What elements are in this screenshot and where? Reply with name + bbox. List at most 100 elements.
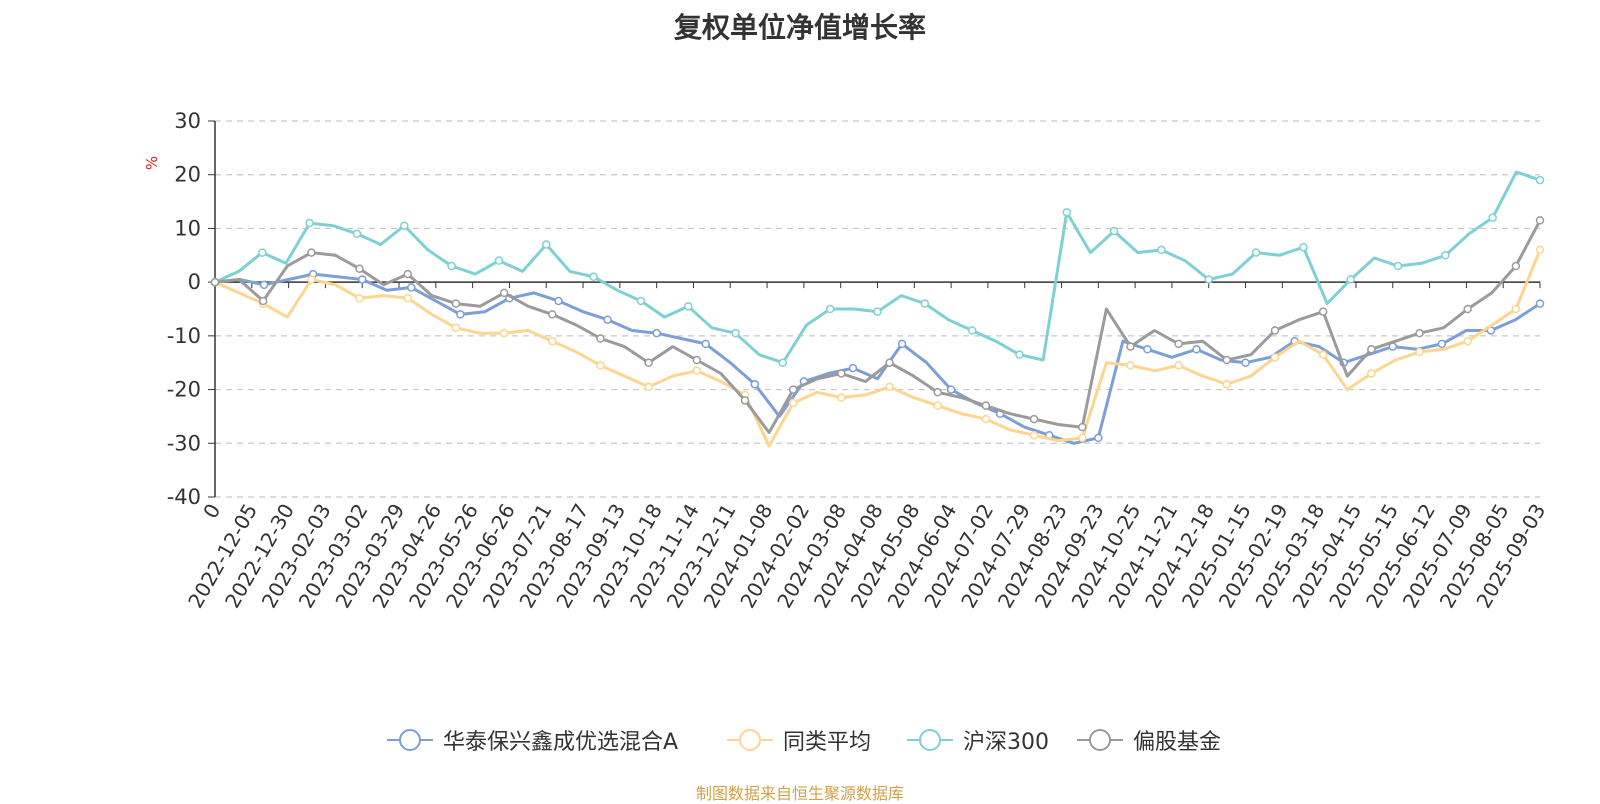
data-point: [920, 299, 930, 308]
y-tick-label: 10: [174, 216, 201, 240]
data-point: [1346, 275, 1355, 284]
y-tick-label: -20: [167, 378, 201, 402]
data-point: [788, 385, 798, 394]
legend-symbol-icon: [1077, 729, 1123, 751]
data-point: [499, 328, 509, 338]
data-point: [825, 304, 835, 314]
data-point: [1318, 307, 1328, 316]
data-point: [1078, 422, 1087, 432]
data-point: [1535, 175, 1545, 185]
legend-symbol-icon: [907, 729, 953, 751]
series-2: [210, 170, 1545, 367]
data-point: [701, 339, 710, 349]
data-point: [731, 328, 740, 338]
chart-legend: 华泰保兴鑫成优选混合A 同类平均 沪深300 偏股基金: [0, 725, 1600, 755]
data-point: [692, 366, 702, 376]
series-line: [213, 272, 1542, 445]
data-point: [596, 361, 605, 370]
data-point: [1511, 261, 1521, 271]
data-point: [1251, 248, 1261, 257]
data-point: [258, 248, 267, 257]
data-point: [1299, 242, 1308, 252]
data-point: [837, 369, 846, 378]
y-tick-label: -30: [167, 431, 201, 455]
data-point: [1078, 433, 1087, 443]
data-point: [1270, 353, 1280, 362]
y-tick-label: -40: [167, 485, 201, 509]
data-point: [1126, 342, 1135, 351]
y-tick-label: 20: [174, 163, 201, 187]
data-point: [548, 310, 557, 319]
data-point: [603, 315, 612, 324]
chart-title: 复权单位净值增长率: [673, 11, 926, 44]
data-point: [305, 218, 314, 228]
data-point: [1109, 226, 1119, 236]
y-tick-label: 30: [174, 109, 201, 133]
grid-lines: [215, 120, 1540, 498]
data-point: [1062, 208, 1072, 217]
data-point: [407, 283, 416, 292]
data-point: [1241, 358, 1250, 367]
data-point: [548, 336, 557, 346]
data-point: [210, 277, 220, 287]
data-point: [981, 401, 991, 410]
data-point: [750, 379, 760, 389]
data-point: [788, 398, 798, 408]
data-point: [355, 294, 364, 303]
x-tick-label: 0: [198, 500, 225, 523]
data-point: [1441, 251, 1450, 260]
data-point: [352, 229, 362, 239]
data-point: [1029, 414, 1039, 424]
data-point: [778, 358, 788, 367]
data-point: [451, 299, 461, 308]
data-point: [740, 396, 750, 405]
legend-item[interactable]: 华泰保兴鑫成优选混合A: [385, 725, 678, 755]
data-point: [1488, 213, 1497, 222]
data-point: [1174, 361, 1183, 370]
data-point: [307, 248, 316, 257]
data-point: [1157, 245, 1166, 255]
data-point: [355, 264, 364, 273]
series-line: [213, 218, 1542, 434]
data-point: [554, 296, 563, 306]
data-point: [873, 307, 882, 316]
x-tick-labels: 02022-12-052022-12-302023-02-032023-03-0…: [183, 500, 1550, 613]
data-point: [596, 334, 605, 343]
data-point: [1204, 275, 1213, 284]
series-3: [210, 216, 1545, 434]
legend-item[interactable]: 沪深300: [905, 725, 1049, 755]
data-point: [1094, 433, 1103, 443]
data-point: [1535, 216, 1545, 225]
data-point: [1029, 430, 1039, 440]
data-point: [1174, 339, 1183, 349]
data-point: [837, 393, 846, 402]
series-line: [213, 170, 1542, 365]
data-point: [1535, 299, 1545, 308]
legend-label: 沪深300: [963, 730, 1049, 755]
legend-item[interactable]: 同类平均: [725, 725, 871, 755]
data-point: [259, 280, 269, 290]
data-point: [1437, 339, 1447, 349]
series-line: [213, 248, 1542, 448]
data-point: [1222, 355, 1232, 365]
data-point: [403, 294, 412, 303]
data-point: [400, 221, 409, 230]
legend-symbol-icon: [387, 729, 433, 751]
data-point: [447, 261, 456, 271]
y-tick-labels: 30 20 10 0 -10 -20 -30 -40: [167, 109, 201, 509]
legend-item[interactable]: 偏股基金: [1075, 725, 1221, 755]
data-point: [1367, 369, 1376, 378]
data-point: [456, 310, 465, 319]
data-point: [683, 302, 693, 311]
data-point: [1511, 304, 1521, 314]
data-point: [258, 296, 268, 306]
data-point: [1192, 345, 1201, 354]
legend-label: 同类平均: [783, 730, 872, 755]
data-point: [1143, 345, 1152, 354]
series-layer: [210, 170, 1545, 448]
data-point: [451, 323, 461, 333]
data-point: [1222, 379, 1232, 389]
y-axis-label: %: [143, 156, 161, 170]
